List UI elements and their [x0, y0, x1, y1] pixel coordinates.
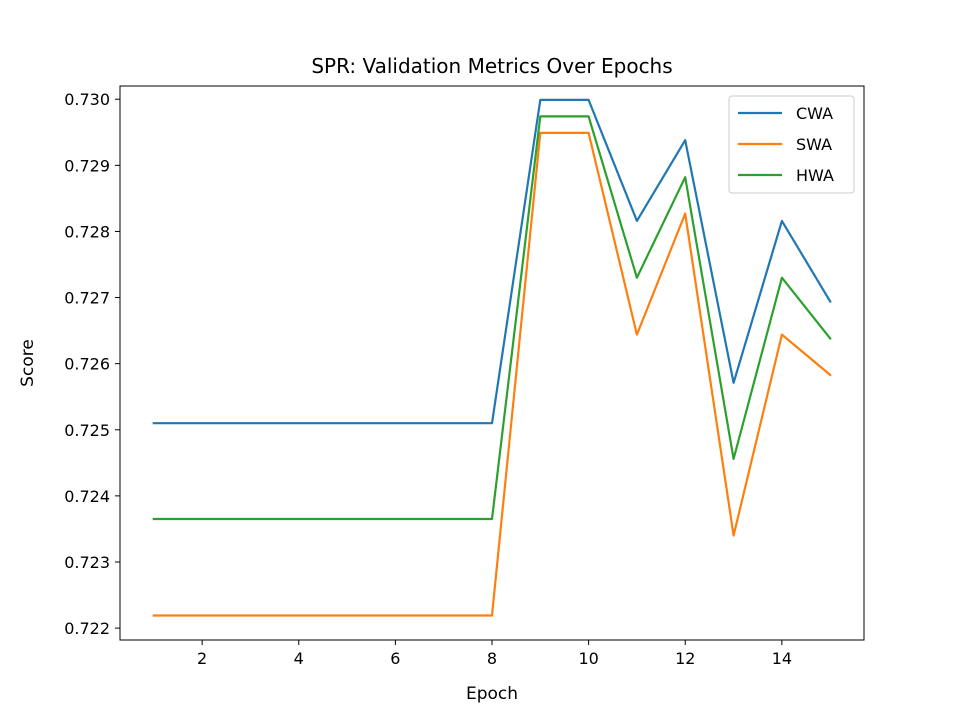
y-axis-label: Score — [18, 339, 38, 387]
y-tick-label: 0.722 — [64, 619, 110, 638]
y-tick-label: 0.724 — [64, 487, 110, 506]
y-tick-label: 0.730 — [64, 90, 110, 109]
x-tick-label: 2 — [197, 649, 207, 668]
x-tick-label: 14 — [772, 649, 792, 668]
x-tick-label: 6 — [390, 649, 400, 668]
y-tick-label: 0.729 — [64, 156, 110, 175]
x-tick-label: 12 — [675, 649, 695, 668]
legend-label-hwa: HWA — [796, 166, 834, 185]
plot-lines — [152, 98, 832, 617]
x-tick-label: 4 — [294, 649, 304, 668]
x-axis-label: Epoch — [466, 684, 518, 704]
x-tick-label: 8 — [487, 649, 497, 668]
legend-label-cwa: CWA — [796, 104, 833, 123]
chart-title: SPR: Validation Metrics Over Epochs — [311, 54, 672, 78]
y-axis: 0.722 0.723 0.724 0.725 0.726 0.727 0.728 0.729… — [64, 90, 120, 638]
y-tick-label: 0.728 — [64, 222, 110, 241]
series-line-swa — [152, 131, 832, 617]
y-tick-label: 0.725 — [64, 421, 110, 440]
x-axis: 2 4 6 8 10 12 14 — [197, 640, 792, 668]
legend-box — [728, 95, 855, 194]
legend: CWA SWA HWA — [728, 95, 855, 194]
series-line-hwa — [152, 115, 832, 521]
legend-label-swa: SWA — [796, 135, 832, 154]
series-line-cwa — [152, 98, 832, 425]
y-tick-label: 0.727 — [64, 289, 110, 308]
y-tick-label: 0.723 — [64, 553, 110, 572]
x-tick-label: 10 — [578, 649, 598, 668]
y-tick-label: 0.726 — [64, 355, 110, 374]
